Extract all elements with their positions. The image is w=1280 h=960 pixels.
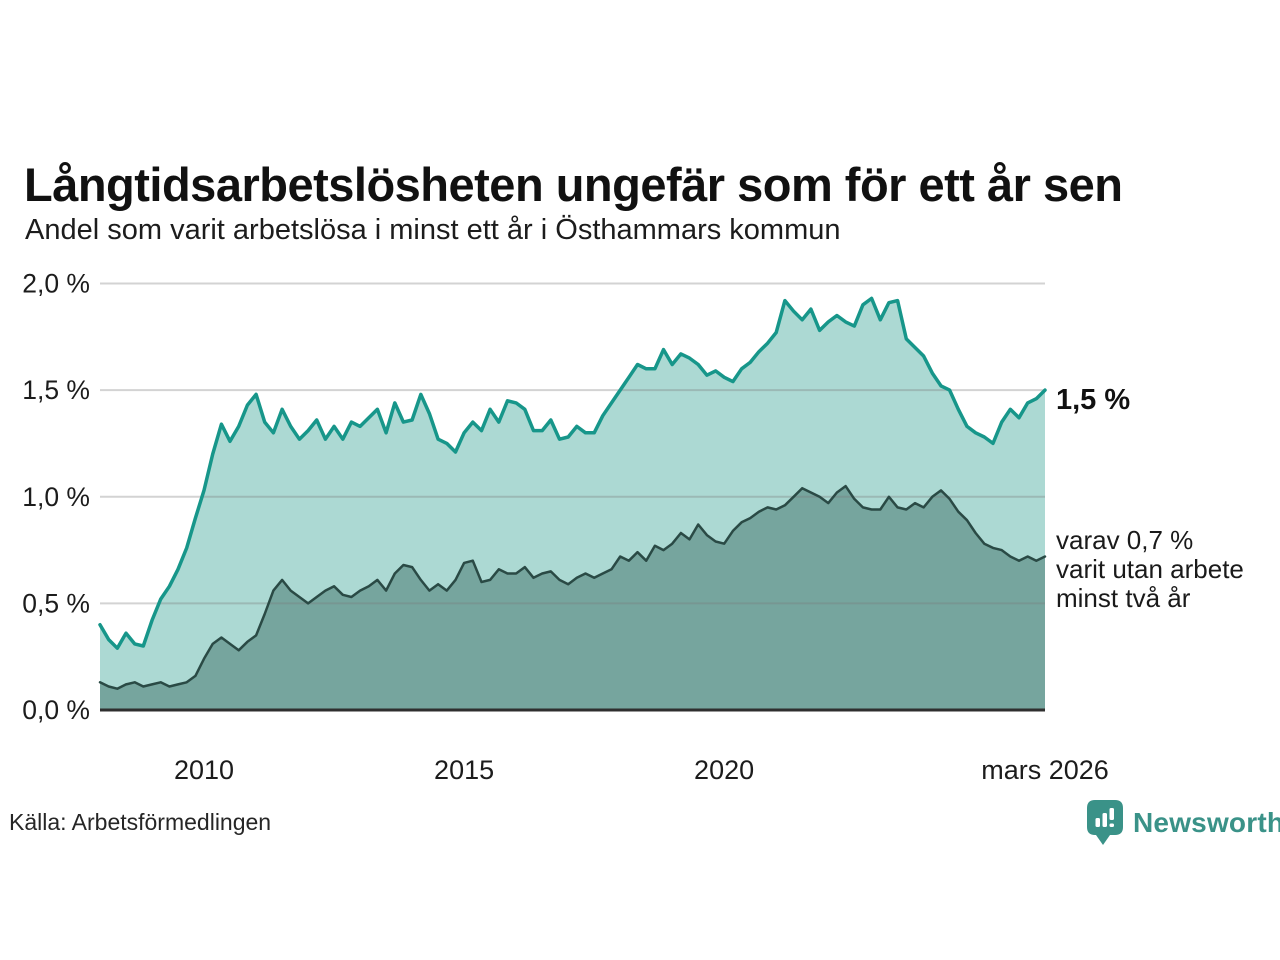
y-tick-label: 0,0 % <box>22 695 90 725</box>
series-area-1 <box>100 486 1045 710</box>
bar-chart-icon <box>1095 808 1114 827</box>
brand-name: Newsworthy <box>1133 806 1280 838</box>
gridlines <box>100 282 1045 605</box>
y-tick-label: 1,5 % <box>22 375 90 405</box>
x-tick-label: 2010 <box>174 755 234 785</box>
y-tick-label: 0,5 % <box>22 588 90 618</box>
series-line-1 <box>98 484 1047 690</box>
sub-series-annotation: varav 0,7 % varit utan arbete minst två … <box>1056 526 1244 613</box>
chart-subtitle: Andel som varit arbetslösa i minst ett å… <box>25 214 841 246</box>
page-title: Långtidsarbetslösheten ungefär som för e… <box>24 158 1123 212</box>
x-tick-label: mars 2026 <box>981 755 1109 785</box>
series-line-0 <box>98 296 1047 650</box>
series-lines <box>98 296 1047 690</box>
source-credit: Källa: Arbetsförmedlingen <box>9 809 272 835</box>
y-tick-label: 1,0 % <box>22 482 90 512</box>
annotation-line: minst två år <box>1056 583 1191 613</box>
y-tick-label: 2,0 % <box>22 269 90 299</box>
y-axis-labels: 0,0 % 0,5 % 1,0 % 1,5 % 2,0 % <box>22 269 90 726</box>
x-axis-labels: 2010 2015 2020 mars 2026 <box>174 755 1109 785</box>
x-tick-label: 2020 <box>694 755 754 785</box>
annotation-line: varav 0,7 % <box>1056 525 1194 555</box>
newsworthy-logo-icon <box>1087 800 1123 845</box>
newsworthy-logo: Newsworthy <box>1086 799 1280 846</box>
x-tick-label: 2015 <box>434 755 494 785</box>
series-fills <box>100 298 1045 710</box>
annotation-line: varit utan arbete <box>1056 554 1244 584</box>
latest-value-label: 1,5 % <box>1056 384 1131 416</box>
